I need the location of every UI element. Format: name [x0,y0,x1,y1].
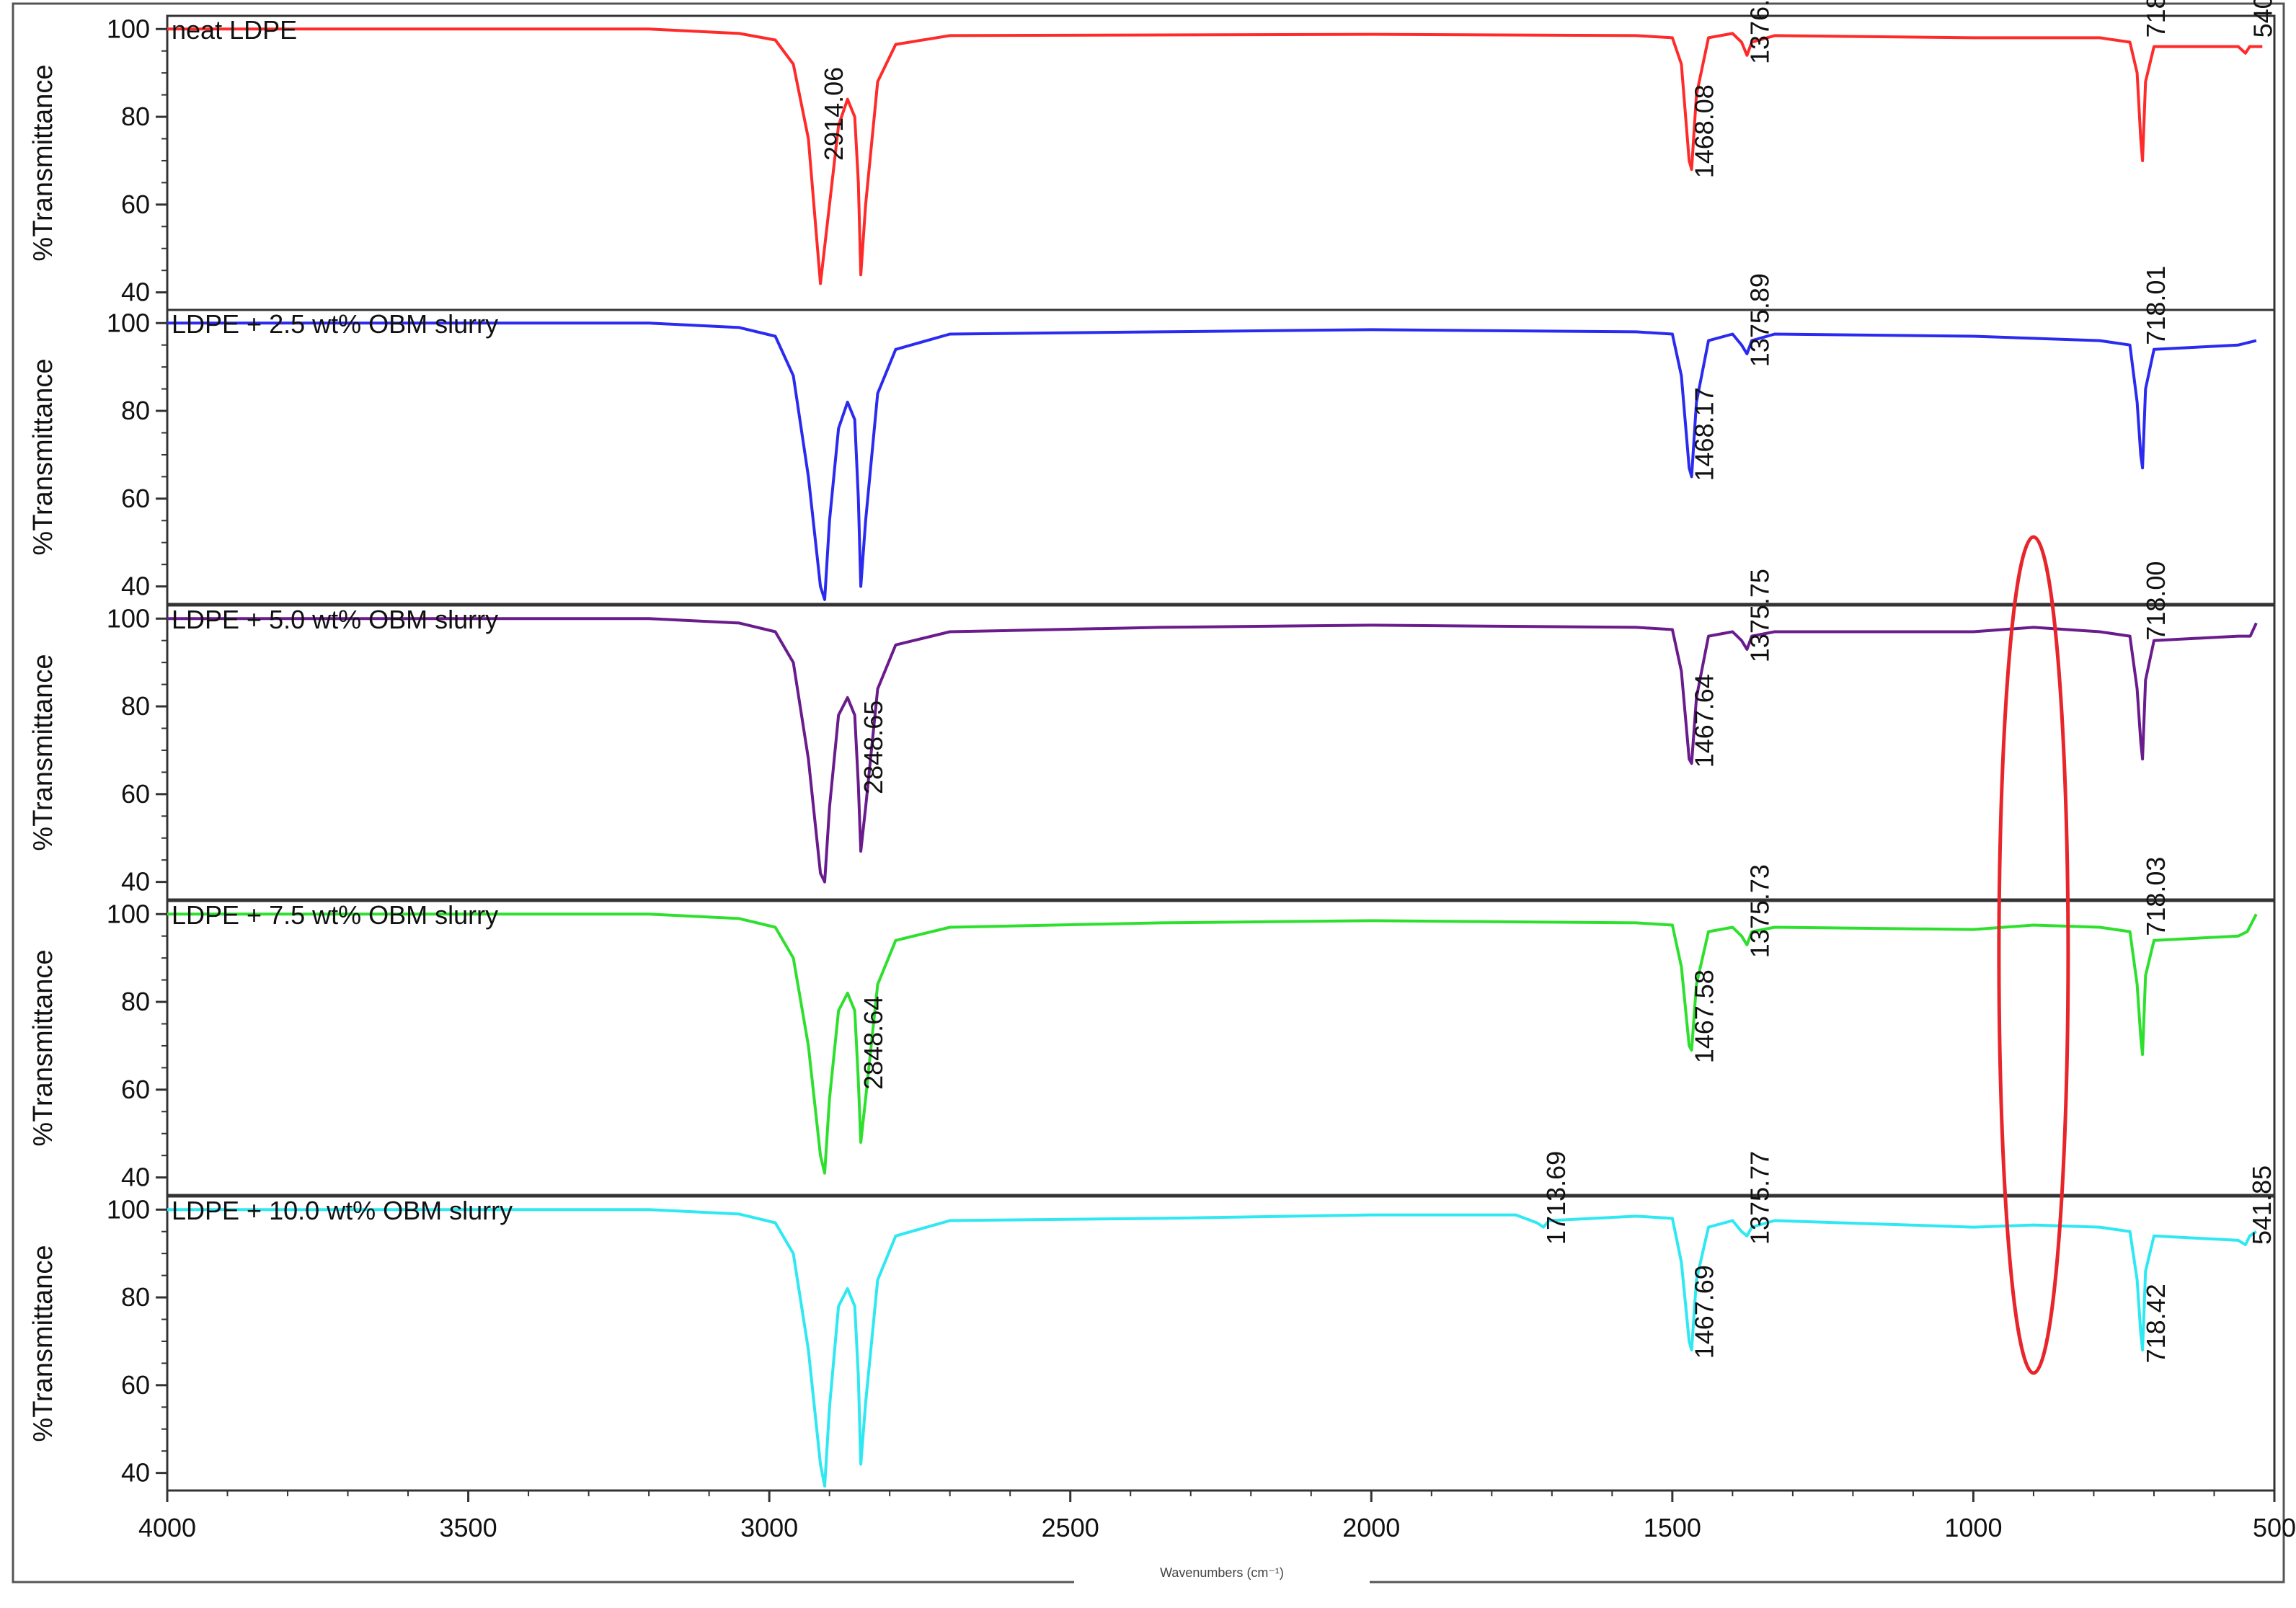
peak-label: 1467.69 [1690,1265,1719,1359]
peak-label: 718.01 [2141,266,2171,345]
panel-frame [166,899,2276,1196]
y-tick-label: 100 [107,899,150,928]
peak-label: 1375.75 [1745,569,1774,662]
legend-entry: LDPE + 7.5 wt% OBM slurry [172,900,498,930]
peak-label: 1713.69 [1541,1151,1571,1245]
highlight-ellipse [1997,535,2070,1375]
peak-label: 1375.73 [1745,864,1774,958]
legend-entry: LDPE + 10.0 wt% OBM slurry [172,1196,513,1225]
peak-label: 1468.17 [1690,387,1719,481]
y-tick-label: 100 [107,1194,150,1224]
legend-entry: LDPE + 5.0 wt% OBM slurry [172,605,498,634]
x-tick-label: 4000 [138,1513,196,1542]
y-tick-label: 80 [121,987,150,1016]
y-tick-label: 80 [121,102,150,131]
frame-gap [1074,1576,1370,1586]
peak-label: 718.03 [2141,857,2171,936]
x-axis-label: Wavenumbers (cm⁻¹) [1160,1565,1284,1580]
peak-label: 1468.08 [1690,84,1719,178]
y-tick-label: 60 [121,484,150,513]
peak-label: 2848.65 [859,701,888,794]
y-axis-label: %Transmittance [28,358,58,555]
series-line [167,27,2263,285]
y-tick-label: 80 [121,691,150,721]
peak-label: 540.98 [2248,0,2278,37]
y-tick-label: 80 [121,1282,150,1312]
y-tick-label: 60 [121,1075,150,1104]
x-tick-label: 2000 [1342,1513,1400,1542]
series-line [167,321,2257,601]
peak-label: 718.42 [2141,1284,2171,1363]
series-line [167,1208,2258,1488]
y-tick-label: 40 [121,572,150,601]
panel-frame [166,14,2276,311]
peak-label: 1376.00 [1745,0,1774,64]
panel-5: 40 60 80 100 %Transmittance LDPE + 10.0 wt% O… [28,1151,2277,1492]
x-tick-label: 2500 [1042,1513,1099,1542]
panel-frame [166,604,2276,901]
y-tick-label: 60 [121,190,150,219]
y-axis-label: %Transmittance [28,1245,58,1442]
y-tick-label: 40 [121,1163,150,1192]
y-tick-label: 60 [121,779,150,809]
outer-frame [12,2,2285,1583]
y-tick-label: 60 [121,1370,150,1400]
y-tick-label: 100 [107,603,150,633]
peak-label: 2914.06 [819,67,848,161]
x-tick-label: 1000 [1944,1513,2002,1542]
x-tick-label: 500 [2253,1513,2296,1542]
peak-label: 2848.64 [859,996,888,1090]
panel-3: 40 60 80 100 %Transmittance LDPE + 5.0 wt% OB… [28,561,2276,901]
y-tick-label: 100 [107,308,150,337]
legend-entry: LDPE + 2.5 wt% OBM slurry [172,309,498,339]
series-line [167,617,2258,884]
x-tick-label: 3500 [440,1513,497,1542]
x-tick-label: 1500 [1644,1513,1701,1542]
y-axis-label: %Transmittance [28,64,58,261]
x-tick-label: 3000 [740,1513,798,1542]
y-tick-label: 40 [121,1458,150,1488]
panel-2: 40 60 80 100 %Transmittance LDPE + 2.5 wt% OB… [28,266,2276,605]
peak-label: 1467.64 [1690,674,1719,768]
peak-label: 718.04 [2141,0,2171,37]
panel-frame [166,308,2276,605]
panel-1: 40 60 80 100 %Transmittance neat LDPE 2914.06 1… [28,0,2278,311]
panel-4: 40 60 80 100 %Transmittance LDPE + 7.5 wt% OB… [28,857,2276,1196]
series-line [167,912,2258,1175]
panel-frame [166,1195,2276,1492]
y-tick-label: 40 [121,867,150,897]
legend-entry: neat LDPE [172,15,297,45]
peak-label: 1467.58 [1690,969,1719,1063]
y-tick-label: 40 [121,277,150,307]
peak-label: 718.00 [2141,561,2171,641]
peak-label: 1375.77 [1745,1151,1774,1245]
y-tick-label: 80 [121,396,150,425]
y-axis-label: %Transmittance [28,654,58,850]
y-axis-label: %Transmittance [28,949,58,1146]
peak-label: 541.85 [2247,1165,2277,1245]
y-tick-label: 100 [107,14,150,43]
peak-label: 1375.89 [1745,273,1774,367]
